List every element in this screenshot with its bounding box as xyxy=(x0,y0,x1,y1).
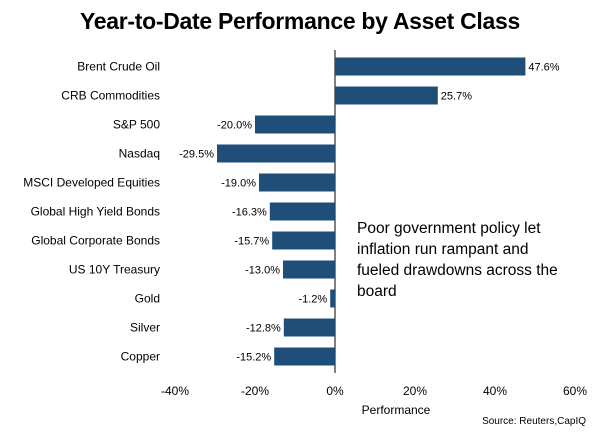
bar-9 xyxy=(283,318,335,337)
bar-4 xyxy=(259,173,335,192)
bar-7 xyxy=(283,260,335,279)
bar-2 xyxy=(255,115,335,134)
x-tick-label: 60% xyxy=(563,384,587,398)
category-label: Gold xyxy=(135,292,160,306)
x-axis-title: Performance xyxy=(362,403,431,417)
x-tick-label: 20% xyxy=(403,384,427,398)
category-label: CRB Commodities xyxy=(61,89,160,103)
bar-3 xyxy=(217,144,335,163)
data-label: -13.0% xyxy=(245,265,280,277)
bar-1 xyxy=(335,86,438,105)
bar-6 xyxy=(272,231,335,250)
x-tick-label: 40% xyxy=(483,384,507,398)
category-label: S&P 500 xyxy=(113,118,160,132)
category-label: Brent Crude Oil xyxy=(77,60,160,74)
category-label: Global High Yield Bonds xyxy=(31,205,160,219)
category-label: Nasdaq xyxy=(119,147,160,161)
chart-title: Year-to-Date Performance by Asset Class xyxy=(80,8,520,34)
data-label: -1.2% xyxy=(298,294,327,306)
data-label: -16.3% xyxy=(232,207,267,219)
source-note: Source: Reuters,CapIQ xyxy=(482,416,586,427)
x-tick-label: 0% xyxy=(326,384,344,398)
x-tick-label: -40% xyxy=(161,384,189,398)
bar-8 xyxy=(330,289,335,308)
data-label: -29.5% xyxy=(179,149,214,161)
data-label: -15.2% xyxy=(236,352,271,364)
data-label: -15.7% xyxy=(234,236,269,248)
bar-10 xyxy=(274,347,335,366)
data-label: 25.7% xyxy=(441,91,472,103)
data-label: -19.0% xyxy=(221,178,256,190)
chart-annotation: Poor government policy let inflation run… xyxy=(357,220,558,300)
bar-0 xyxy=(335,57,526,76)
data-label: -12.8% xyxy=(246,323,281,335)
bar-5 xyxy=(269,202,335,221)
data-label: -20.0% xyxy=(217,120,252,132)
category-label: MSCI Developed Equities xyxy=(23,176,160,190)
category-label: Silver xyxy=(130,321,160,335)
category-label: Global Corporate Bonds xyxy=(31,234,160,248)
category-label: Copper xyxy=(121,350,160,364)
x-tick-label: -20% xyxy=(241,384,269,398)
category-label: US 10Y Treasury xyxy=(69,263,160,277)
data-label: 47.6% xyxy=(528,62,559,74)
